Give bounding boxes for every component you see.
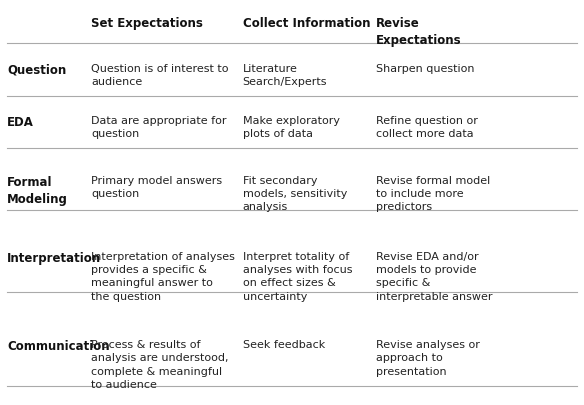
Text: Formal
Modeling: Formal Modeling xyxy=(7,176,68,206)
Text: Process & results of
analysis are understood,
complete & meaningful
to audience: Process & results of analysis are unders… xyxy=(92,340,229,390)
Text: Make exploratory
plots of data: Make exploratory plots of data xyxy=(242,116,340,139)
Text: EDA: EDA xyxy=(7,116,34,129)
Text: Collect Information: Collect Information xyxy=(242,17,370,30)
Text: Interpretation: Interpretation xyxy=(7,252,102,265)
Text: Revise
Expectations: Revise Expectations xyxy=(376,17,462,47)
Text: Refine question or
collect more data: Refine question or collect more data xyxy=(376,116,478,139)
Text: Question: Question xyxy=(7,64,67,77)
Text: Sharpen question: Sharpen question xyxy=(376,64,475,74)
Text: Primary model answers
question: Primary model answers question xyxy=(92,176,223,199)
Text: Fit secondary
models, sensitivity
analysis: Fit secondary models, sensitivity analys… xyxy=(242,176,347,212)
Text: Revise analyses or
approach to
presentation: Revise analyses or approach to presentat… xyxy=(376,340,480,377)
Text: Revise formal model
to include more
predictors: Revise formal model to include more pred… xyxy=(376,176,491,212)
Text: Question is of interest to
audience: Question is of interest to audience xyxy=(92,64,229,87)
Text: Communication: Communication xyxy=(7,340,110,353)
Text: Interpretation of analyses
provides a specific &
meaningful answer to
the questi: Interpretation of analyses provides a sp… xyxy=(92,252,235,302)
Text: Seek feedback: Seek feedback xyxy=(242,340,325,350)
Text: Revise EDA and/or
models to provide
specific &
interpretable answer: Revise EDA and/or models to provide spec… xyxy=(376,252,493,302)
Text: Literature
Search/Experts: Literature Search/Experts xyxy=(242,64,327,87)
Text: Interpret totality of
analyses with focus
on effect sizes &
uncertainty: Interpret totality of analyses with focu… xyxy=(242,252,352,302)
Text: Set Expectations: Set Expectations xyxy=(92,17,203,30)
Text: Data are appropriate for
question: Data are appropriate for question xyxy=(92,116,227,139)
